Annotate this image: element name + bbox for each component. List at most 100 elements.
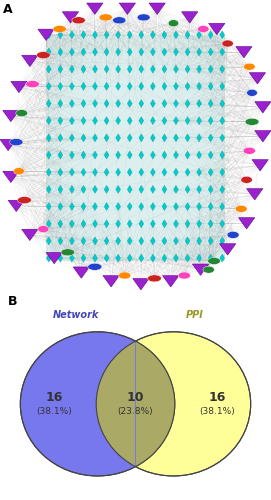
Polygon shape (104, 116, 109, 124)
Polygon shape (93, 48, 98, 56)
Polygon shape (150, 254, 155, 262)
Circle shape (96, 332, 251, 476)
Polygon shape (58, 100, 63, 108)
Polygon shape (127, 168, 132, 176)
Polygon shape (46, 48, 51, 56)
Polygon shape (185, 220, 190, 228)
Polygon shape (46, 134, 51, 142)
Polygon shape (93, 65, 98, 73)
Polygon shape (162, 168, 167, 176)
Polygon shape (208, 82, 213, 90)
Polygon shape (185, 82, 190, 90)
Polygon shape (22, 229, 38, 240)
Polygon shape (208, 30, 213, 39)
Polygon shape (185, 116, 190, 124)
Polygon shape (208, 65, 213, 73)
Polygon shape (81, 82, 86, 90)
Polygon shape (69, 100, 74, 108)
Polygon shape (116, 151, 121, 159)
Polygon shape (81, 202, 86, 210)
Polygon shape (81, 151, 86, 159)
Text: PPI: PPI (186, 310, 204, 320)
Polygon shape (150, 202, 155, 210)
Polygon shape (220, 134, 225, 142)
Polygon shape (38, 29, 54, 40)
Polygon shape (0, 140, 16, 150)
Polygon shape (197, 82, 202, 90)
Polygon shape (255, 130, 271, 142)
Polygon shape (249, 72, 266, 84)
Polygon shape (116, 30, 121, 39)
Polygon shape (197, 168, 202, 176)
Polygon shape (163, 276, 179, 287)
Polygon shape (81, 168, 86, 176)
Polygon shape (220, 220, 225, 228)
Polygon shape (197, 254, 202, 262)
Polygon shape (8, 200, 24, 211)
Polygon shape (182, 12, 198, 23)
Polygon shape (185, 134, 190, 142)
Polygon shape (150, 82, 155, 90)
Text: 16: 16 (46, 391, 63, 404)
Polygon shape (46, 116, 51, 124)
Polygon shape (150, 116, 155, 124)
Polygon shape (104, 202, 109, 210)
Ellipse shape (72, 17, 85, 24)
Polygon shape (150, 30, 155, 39)
Polygon shape (93, 30, 98, 39)
Polygon shape (116, 48, 121, 56)
Polygon shape (185, 65, 190, 73)
Polygon shape (116, 202, 121, 210)
Polygon shape (104, 237, 109, 245)
Polygon shape (93, 186, 98, 194)
Polygon shape (3, 171, 19, 182)
Polygon shape (93, 100, 98, 108)
Polygon shape (197, 151, 202, 159)
Polygon shape (81, 134, 86, 142)
Polygon shape (197, 134, 202, 142)
Polygon shape (58, 30, 63, 39)
Polygon shape (208, 100, 213, 108)
Polygon shape (58, 254, 63, 262)
Text: 16: 16 (208, 391, 225, 404)
Polygon shape (81, 237, 86, 245)
Ellipse shape (243, 148, 256, 154)
Polygon shape (46, 82, 51, 90)
Polygon shape (81, 116, 86, 124)
Polygon shape (93, 202, 98, 210)
Ellipse shape (241, 176, 252, 184)
Polygon shape (162, 48, 167, 56)
Polygon shape (127, 48, 132, 56)
Polygon shape (58, 48, 63, 56)
Polygon shape (208, 134, 213, 142)
Polygon shape (139, 100, 144, 108)
Polygon shape (93, 82, 98, 90)
Polygon shape (173, 220, 178, 228)
Ellipse shape (119, 272, 131, 279)
Polygon shape (104, 82, 109, 90)
Polygon shape (22, 55, 38, 66)
Polygon shape (127, 254, 132, 262)
Polygon shape (173, 82, 178, 90)
Ellipse shape (37, 52, 50, 59)
Polygon shape (93, 237, 98, 245)
Polygon shape (185, 48, 190, 56)
Polygon shape (197, 220, 202, 228)
Polygon shape (104, 151, 109, 159)
Polygon shape (220, 82, 225, 90)
Polygon shape (3, 110, 19, 122)
Polygon shape (58, 186, 63, 194)
Ellipse shape (245, 118, 259, 126)
Ellipse shape (148, 275, 161, 282)
Polygon shape (93, 254, 98, 262)
Polygon shape (46, 30, 51, 39)
Polygon shape (173, 151, 178, 159)
Polygon shape (247, 188, 263, 200)
Polygon shape (116, 82, 121, 90)
Polygon shape (220, 254, 225, 262)
Polygon shape (197, 202, 202, 210)
Polygon shape (104, 134, 109, 142)
Polygon shape (173, 30, 178, 39)
Polygon shape (150, 134, 155, 142)
Polygon shape (93, 116, 98, 124)
